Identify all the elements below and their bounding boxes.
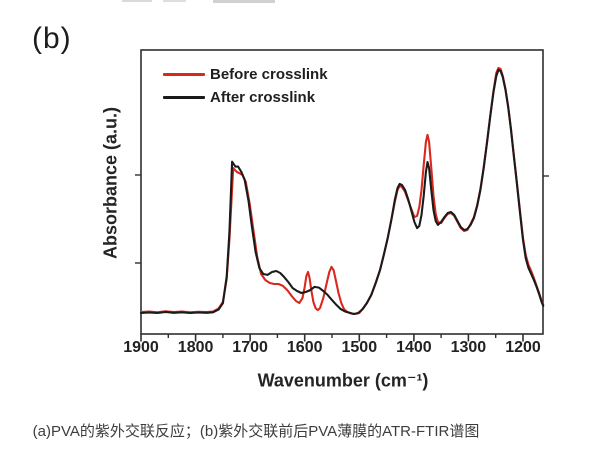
legend-label: After crosslink [210,89,316,106]
legend-line-red [163,73,205,76]
x-tick-label: 1800 [178,339,214,356]
chart-legend: Before crosslink After crosslink [163,63,328,109]
x-tick-label: 1400 [396,339,432,356]
figure-caption: (a)PVA的紫外交联反应；(b)紫外交联前后PVA薄膜的ATR-FTIR谱图 [32,423,480,440]
scan-artifact [213,0,275,3]
legend-label: Before crosslink [210,66,328,83]
series-after-crosslink [139,68,545,316]
y-axis-label: Absorbance (a.u.) [100,106,121,260]
legend-item-before-crosslink: Before crosslink [163,63,328,86]
x-tick-label: 1900 [123,339,159,356]
x-axis-label: Wavenumber (cm⁻¹) [257,370,429,391]
x-tick-label: 1700 [232,339,268,356]
x-tick-label: 1300 [451,339,487,356]
x-tick-label: 1200 [505,339,541,356]
x-tick-label: 1500 [342,339,378,356]
scan-artifact [122,0,152,2]
legend-item-after-crosslink: After crosslink [163,86,328,109]
panel-label: (b) [32,22,72,55]
legend-line-black [163,96,205,99]
scan-artifact [163,0,186,2]
plot-frame [140,49,544,335]
x-tick-label: 1600 [287,339,323,356]
